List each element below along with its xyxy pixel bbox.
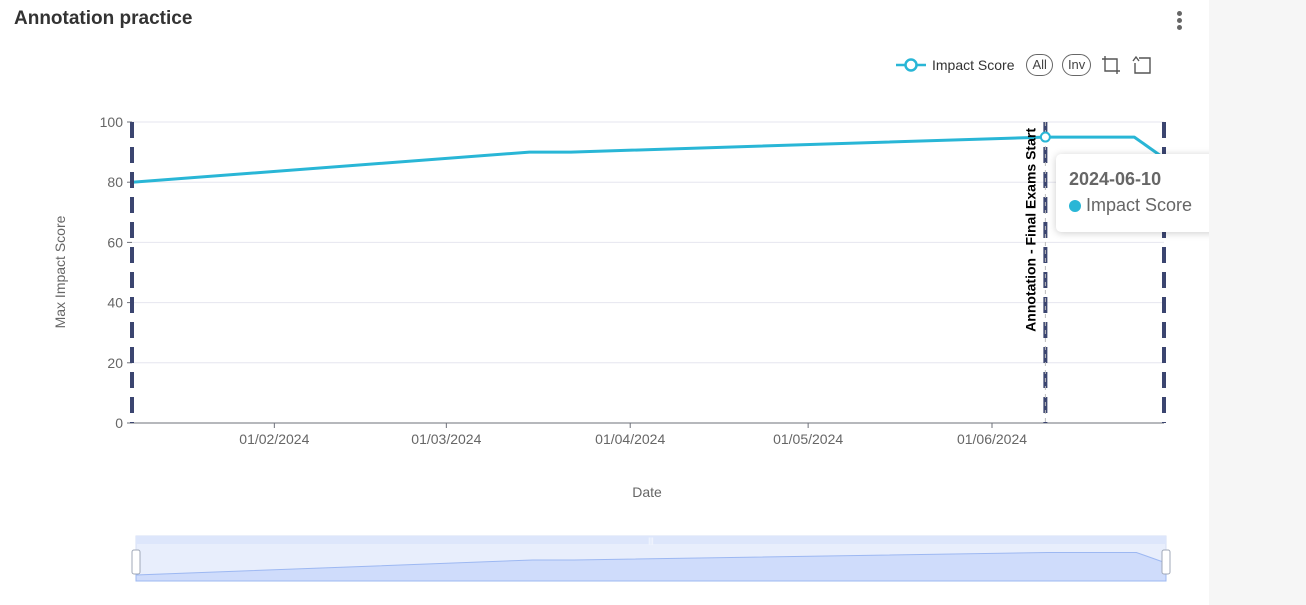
y-tick-label: 60 bbox=[107, 234, 123, 250]
legend-label: Impact Score bbox=[932, 57, 1015, 73]
highlight-point-marker bbox=[1039, 131, 1051, 143]
y-tick-label: 20 bbox=[107, 355, 123, 371]
x-tick-label: 01/05/2024 bbox=[773, 431, 843, 447]
chart-title: Annotation practice bbox=[14, 8, 193, 29]
y-tick-label: 0 bbox=[115, 415, 123, 431]
zoom-overview-area bbox=[135, 552, 1167, 582]
vertical-ellipsis-icon bbox=[1177, 11, 1182, 16]
tooltip-series-marker-icon bbox=[1069, 199, 1081, 212]
more-options-button[interactable] bbox=[1170, 8, 1190, 34]
x-tick-label: 01/04/2024 bbox=[595, 431, 665, 447]
data-zoom-slider[interactable]: ||| bbox=[131, 535, 1171, 582]
x-tick-label: 01/02/2024 bbox=[239, 431, 309, 447]
vertical-ellipsis-dot bbox=[1177, 18, 1182, 23]
chart-toolbar: Impact Score All Inv bbox=[896, 52, 1153, 78]
series-line-impact-score bbox=[131, 135, 1165, 184]
zoom-grip-icon: ||| bbox=[648, 538, 654, 545]
tooltip-date: 2024-06-10 bbox=[1069, 169, 1162, 189]
y-tick-label: 100 bbox=[100, 114, 124, 130]
invert-selection-button[interactable]: Inv bbox=[1061, 54, 1092, 76]
y-tick-label: 80 bbox=[107, 174, 123, 190]
x-tick-label: 01/03/2024 bbox=[411, 431, 481, 447]
line-chart: 0 20 40 60 80 100 01/02/2024 01/03/2024 01/04/20… bbox=[52, 114, 1171, 582]
zoom-reset-button[interactable] bbox=[1131, 54, 1153, 76]
chart-card: Annotation practice Impact Score All Inv bbox=[14, 8, 1236, 582]
annotation-label: Annotation - Final Exams Start bbox=[1022, 128, 1038, 332]
side-panel bbox=[1209, 0, 1306, 605]
x-tick-label: 01/06/2024 bbox=[957, 431, 1027, 447]
zoom-move-handle bbox=[136, 536, 1166, 544]
zoom-left-handle bbox=[131, 549, 141, 575]
zoom-reset-icon bbox=[1132, 55, 1151, 74]
zoom-right-handle bbox=[1161, 549, 1171, 575]
legend-line-marker-icon bbox=[896, 58, 926, 72]
select-all-button[interactable]: All bbox=[1026, 54, 1053, 76]
crop-zoom-icon bbox=[1102, 56, 1121, 74]
y-axis-label: Max Impact Score bbox=[52, 215, 68, 328]
y-tick-label: 40 bbox=[107, 295, 123, 311]
vertical-ellipsis-dot bbox=[1177, 25, 1182, 30]
x-axis-label: Date bbox=[632, 484, 662, 500]
legend-item-impact-score[interactable]: Impact Score bbox=[896, 57, 1014, 73]
zoom-select-button[interactable] bbox=[1100, 54, 1122, 76]
tooltip-series-label: Impact Score bbox=[1086, 195, 1193, 215]
